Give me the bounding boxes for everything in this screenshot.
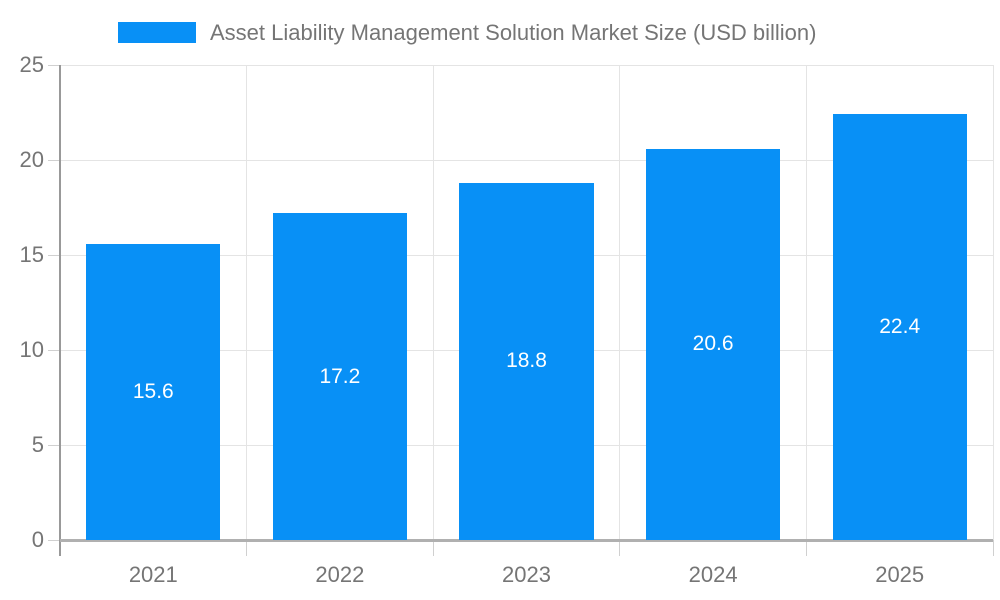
bar[interactable] [645, 148, 781, 540]
bar-value-label: 17.2 [319, 364, 361, 388]
y-axis-tick [48, 159, 60, 161]
legend-swatch [118, 22, 196, 43]
x-axis-label: 2022 [315, 562, 365, 587]
legend-item[interactable]: Asset Liability Management Solution Mark… [118, 20, 816, 45]
x-axis-tick [246, 540, 248, 556]
bar[interactable] [86, 243, 221, 540]
gridline-horizontal [60, 64, 993, 66]
x-axis-label: 2021 [128, 562, 178, 587]
bar-value-label: 22.4 [879, 315, 921, 339]
bar[interactable] [832, 114, 967, 540]
gridline-vertical [805, 65, 807, 540]
y-axis-tick [48, 444, 60, 446]
bar-value-label: 18.8 [506, 349, 547, 373]
x-axis-line [60, 539, 993, 542]
x-axis-label: 2023 [502, 562, 551, 587]
x-axis-tick [432, 540, 434, 556]
gridline-vertical [619, 65, 621, 540]
y-axis-label: 25 [19, 52, 44, 77]
bar[interactable] [459, 182, 594, 540]
y-axis-label: 10 [19, 337, 44, 362]
y-axis-tick [48, 254, 60, 256]
bar[interactable] [272, 213, 408, 540]
y-axis-tick [48, 64, 60, 66]
y-axis-line [59, 65, 61, 556]
gridline-vertical [992, 65, 994, 540]
gridline-horizontal [60, 159, 993, 161]
x-axis-label: 2025 [875, 562, 925, 587]
chart-title: Asset Liability Management Solution Mark… [210, 19, 817, 45]
y-axis-label: 5 [31, 432, 44, 457]
x-axis-tick [619, 540, 621, 556]
y-axis-tick [48, 349, 60, 351]
x-axis-tick [992, 540, 994, 556]
gridline-vertical [432, 65, 434, 540]
y-axis-label: 20 [19, 147, 44, 172]
x-axis-label: 2024 [688, 562, 738, 587]
y-axis-label: 0 [31, 527, 44, 552]
x-axis-tick [805, 540, 807, 556]
bar-value-label: 20.6 [692, 332, 734, 356]
gridline-vertical [246, 65, 248, 540]
y-axis-label: 15 [19, 242, 44, 267]
y-axis-tick [48, 539, 60, 541]
bar-value-label: 15.6 [132, 379, 174, 403]
